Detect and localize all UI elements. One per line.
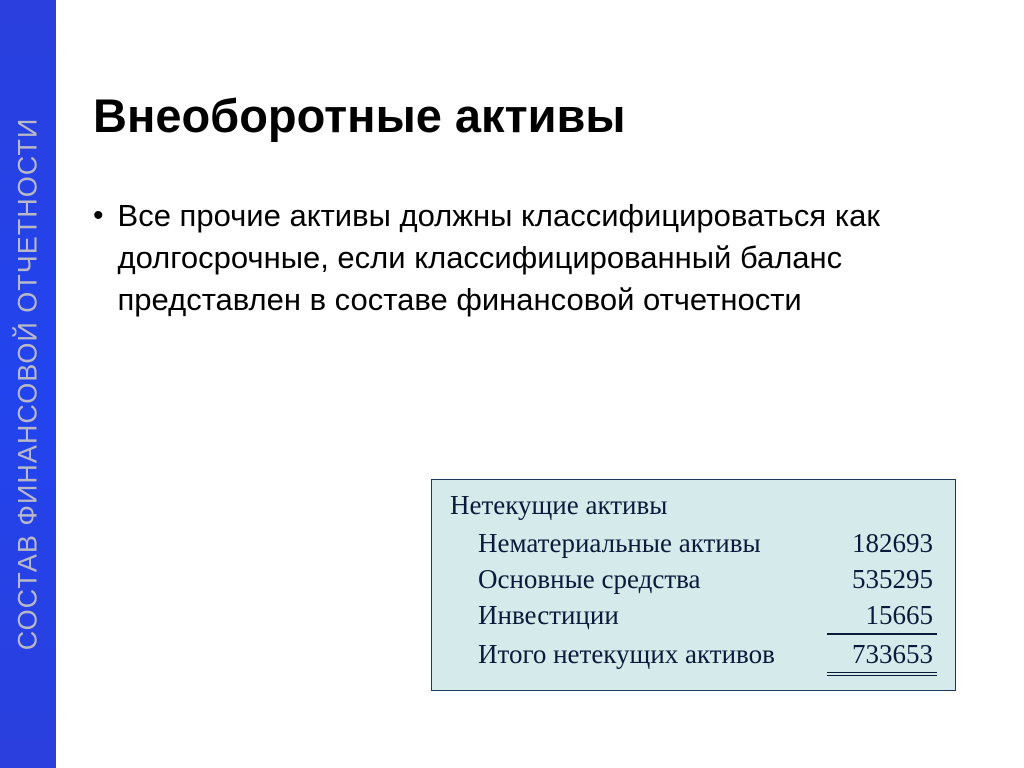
bullet-text: Все прочие активы должны классифицироват… <box>118 195 923 321</box>
row-value: 15665 <box>827 597 937 634</box>
bullet-item: • Все прочие активы должны классифициров… <box>93 195 923 321</box>
bullet-marker-icon: • <box>93 195 104 237</box>
row-label: Итого нетекущих активов <box>450 636 775 672</box>
slide-title: Внеоборотные активы <box>93 88 626 143</box>
table-row: Нематериальные активы 182693 <box>450 525 937 561</box>
row-label: Нематериальные активы <box>450 525 761 561</box>
table-row-total: Итого нетекущих активов 733653 <box>450 634 937 676</box>
sidebar: СОСТАВ ФИНАНСОВОЙ ОТЧЕТНОСТИ <box>0 0 56 768</box>
row-label: Основные средства <box>450 561 701 597</box>
row-value: 535295 <box>827 561 937 597</box>
bullet-list: • Все прочие активы должны классифициров… <box>93 195 923 321</box>
row-label: Инвестиции <box>450 597 619 633</box>
row-value: 182693 <box>827 525 937 561</box>
table-row: Основные средства 535295 <box>450 561 937 597</box>
assets-table: Нетекущие активы Нематериальные активы 1… <box>431 479 956 691</box>
row-value: 733653 <box>827 634 937 676</box>
assets-table-title: Нетекущие активы <box>450 490 937 521</box>
table-row: Инвестиции 15665 <box>450 597 937 634</box>
sidebar-vertical-label: СОСТАВ ФИНАНСОВОЙ ОТЧЕТНОСТИ <box>13 118 44 650</box>
